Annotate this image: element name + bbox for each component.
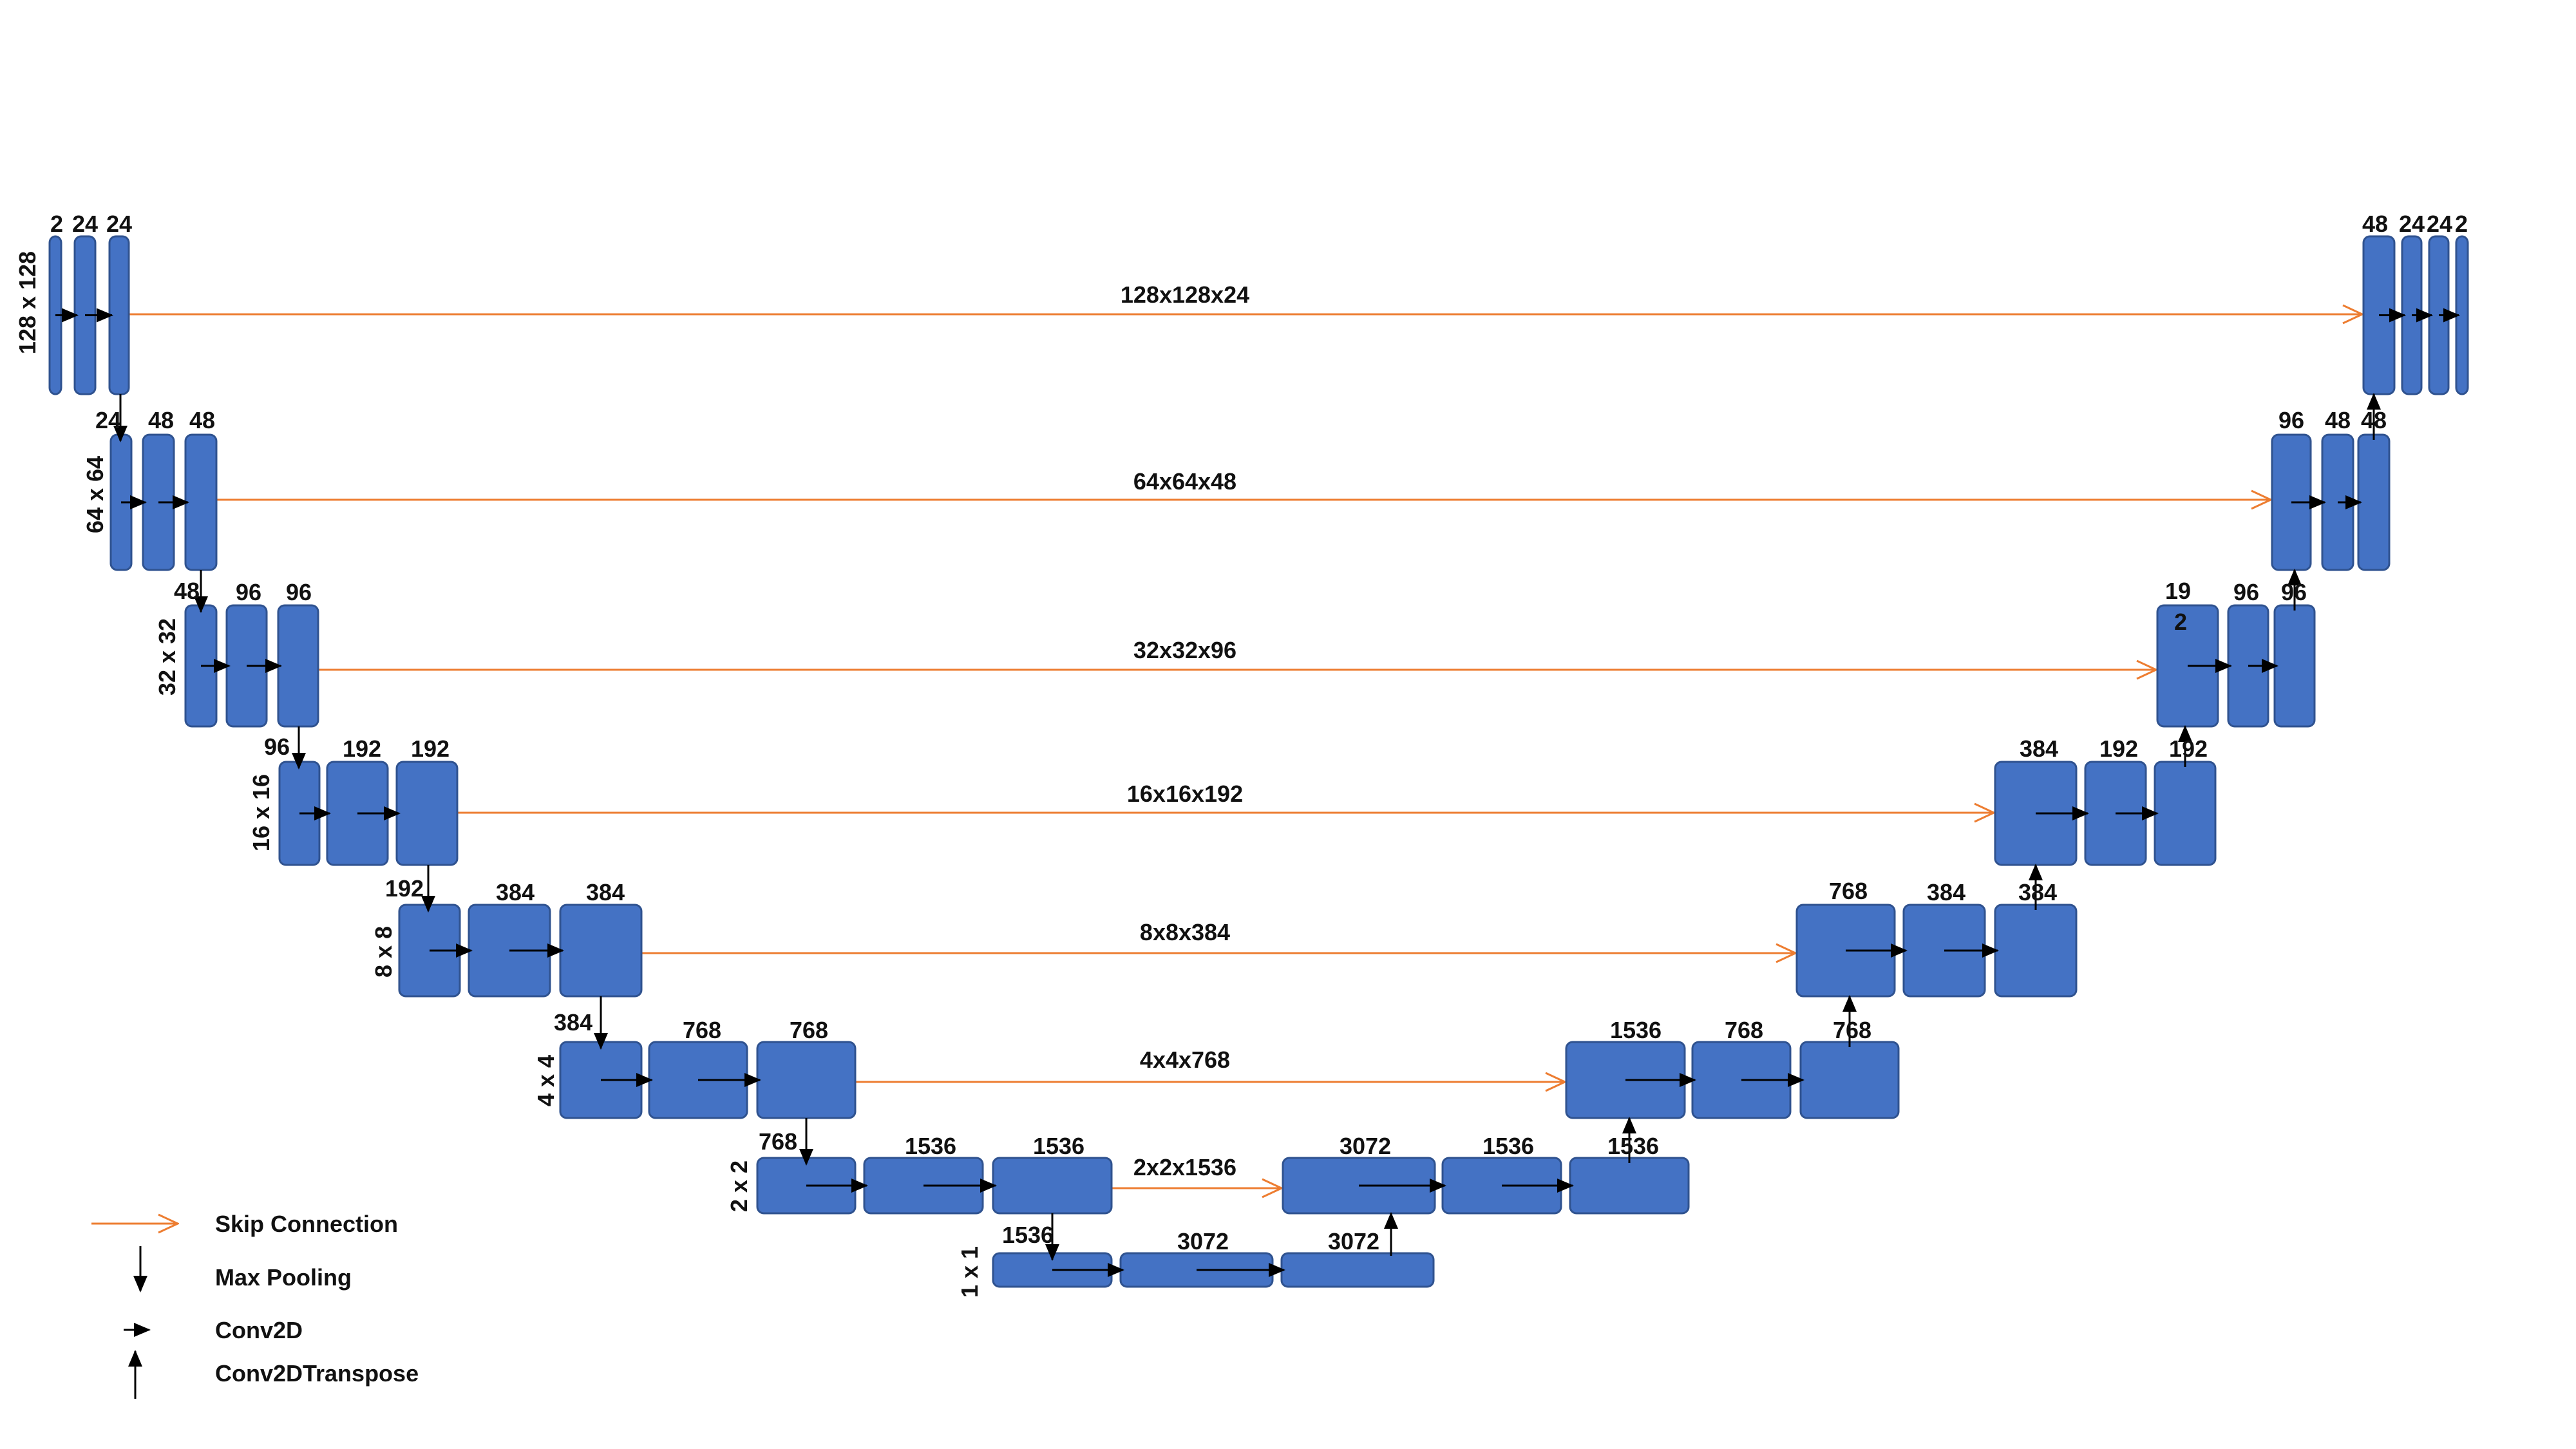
encoder-channel-label: 1536	[905, 1133, 956, 1159]
decoder-channel-label: 19	[2165, 578, 2191, 604]
skip-connection-label: 32x32x96	[1133, 637, 1236, 663]
encoder-channel-label: 2	[50, 211, 63, 237]
decoder-channel-label: 192	[2099, 735, 2138, 762]
encoder-channel-label: 3072	[1328, 1228, 1379, 1255]
encoder-block	[184, 433, 218, 571]
decoder-channel-label: 48	[2325, 407, 2351, 433]
encoder-channel-label: 96	[236, 579, 261, 605]
decoder-channel-label: 1536	[1482, 1133, 1534, 1159]
decoder-block	[2273, 604, 2316, 728]
encoder-channel-label: 192	[411, 735, 450, 762]
resolution-label: 2 x 2	[726, 1160, 752, 1212]
decoder-channel-label: 384	[1927, 879, 1965, 905]
encoder-channel-label: 384	[496, 879, 535, 905]
skip-connection-label: 64x64x48	[1133, 468, 1236, 495]
encoder-channel-label: 24	[95, 407, 121, 433]
decoder-channel-label: 384	[2018, 879, 2057, 905]
decoder-block	[1569, 1157, 1690, 1215]
decoder-block	[2154, 761, 2217, 866]
decoder-channel-label: 1536	[1610, 1017, 1662, 1043]
decoder-channel-label: 96	[2281, 579, 2307, 605]
encoder-channel-label: 192	[343, 735, 381, 762]
encoder-channel-label: 48	[189, 407, 215, 433]
encoder-channel-label: 1536	[1002, 1222, 1054, 1248]
encoder-channel-label: 192	[385, 875, 424, 902]
skip-connection-label: 16x16x192	[1127, 781, 1243, 807]
encoder-block	[992, 1157, 1113, 1215]
skip-connection-label: 4x4x768	[1140, 1046, 1230, 1073]
decoder-channel-label: 48	[2361, 407, 2387, 433]
encoder-channel-label: 768	[759, 1128, 797, 1155]
encoder-channel-label: 384	[554, 1009, 592, 1036]
decoder-channel-label: 768	[1725, 1017, 1763, 1043]
encoder-block	[1280, 1252, 1435, 1288]
decoder-channel-label: 3072	[1340, 1133, 1391, 1159]
skip-connection-label: 2x2x1536	[1133, 1154, 1236, 1180]
resolution-label: 8 x 8	[370, 926, 397, 978]
encoder-block	[559, 904, 643, 998]
encoder-channel-label: 1536	[1033, 1133, 1084, 1159]
decoder-block	[1799, 1041, 1900, 1119]
skip-connections	[129, 314, 2362, 1188]
decoder-channel-label: 96	[2233, 579, 2259, 605]
decoder-channel-label: 2	[2455, 211, 2468, 237]
encoder-channel-label: 768	[683, 1017, 721, 1043]
encoder-channel-label: 768	[790, 1017, 828, 1043]
encoder-block	[108, 235, 130, 395]
skip-connection-label: 8x8x384	[1140, 919, 1230, 945]
decoder-block	[1994, 904, 2078, 998]
encoder-channel-label: 3072	[1177, 1228, 1229, 1255]
encoder-channel-label: 24	[106, 211, 132, 237]
legend-label: Max Pooling	[215, 1264, 352, 1291]
legend: Skip Connection Max Pooling Conv2D Conv2DTr…	[91, 1211, 419, 1399]
resolution-label: 4 x 4	[533, 1055, 559, 1106]
encoder-channel-label: 384	[586, 879, 625, 905]
decoder-channel-label: 1536	[1607, 1133, 1659, 1159]
decoder-channel-label: 192	[2169, 735, 2208, 762]
encoder-block	[277, 604, 319, 728]
encoder-channel-label: 48	[174, 578, 200, 604]
encoder-channel-label: 24	[72, 211, 98, 237]
encoder-channel-label: 48	[148, 407, 174, 433]
encoder-block	[395, 761, 459, 866]
decoder-channel-label: 384	[2020, 735, 2058, 762]
encoder-block	[756, 1041, 857, 1119]
decoder-block	[2357, 433, 2391, 571]
skip-connection-label: 128x128x24	[1121, 281, 1249, 308]
decoder-channel-label: 48	[2362, 211, 2388, 237]
resolution-label: 32 x 32	[154, 618, 180, 696]
decoder-channel-label: 96	[2278, 407, 2304, 433]
resolution-label: 128 x 128	[14, 251, 41, 354]
decoder-channel-label: 768	[1833, 1017, 1871, 1043]
legend-label: Conv2DTranspose	[215, 1360, 419, 1387]
resolution-label: 64 x 64	[82, 456, 108, 533]
legend-label: Conv2D	[215, 1317, 303, 1343]
resolution-label: 16 x 16	[248, 774, 274, 851]
resolution-label: 1 x 1	[956, 1246, 983, 1298]
encoder-channel-label: 96	[264, 734, 290, 760]
decoder-channel-label: 24	[2399, 211, 2425, 237]
decoder-channel-label: 24	[2427, 211, 2452, 237]
legend-label: Skip Connection	[215, 1211, 398, 1237]
encoder-channel-label: 96	[286, 579, 312, 605]
decoder-channel-label-continued: 2	[2174, 609, 2187, 635]
flow-arrows	[55, 308, 2460, 1277]
decoder-channel-label: 768	[1829, 878, 1868, 904]
